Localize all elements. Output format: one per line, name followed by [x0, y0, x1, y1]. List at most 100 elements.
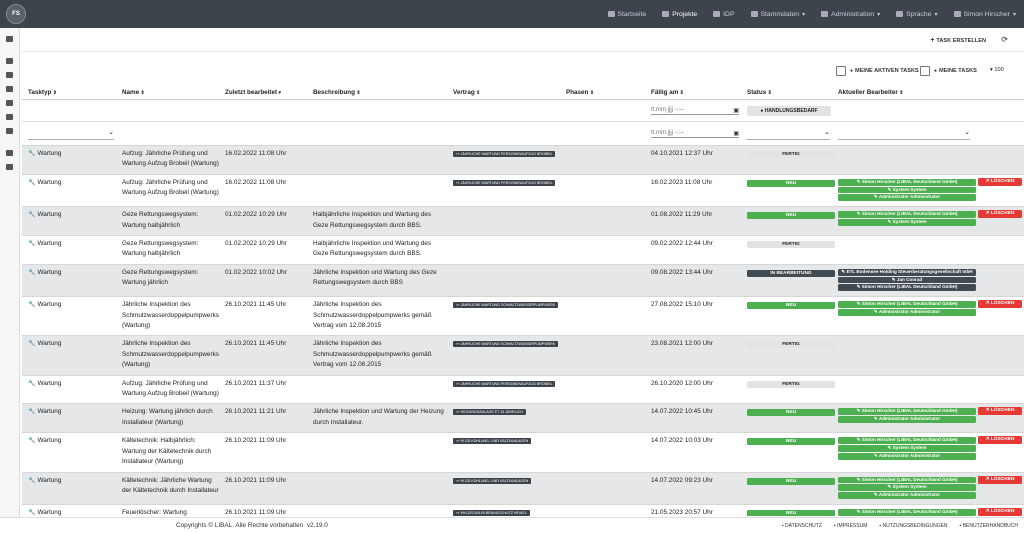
sidebar-icon[interactable] [6, 164, 13, 170]
due-from-input[interactable]: tt.mm.jjjj --:-- [651, 107, 739, 115]
editor-badge[interactable]: Simon Hirscher (LIBAL Deutschland GmbH) [838, 284, 976, 292]
delete-button[interactable]: LÖSCHEN [978, 436, 1022, 445]
footer-link[interactable]: BENUTZERHANDBUCH [960, 523, 1018, 529]
delete-button[interactable]: LÖSCHEN [978, 507, 1022, 516]
footer-link[interactable]: IMPRESSUM [834, 523, 867, 529]
page-size-select[interactable]: 100 [990, 67, 1003, 73]
editor-badge[interactable]: Administrator Administrator [838, 492, 976, 499]
nav-item[interactable]: Startseite [608, 11, 647, 18]
editor-badge[interactable]: Simon Hirscher (LIBAL Deutschland GmbH) [838, 476, 976, 484]
sidebar-icon[interactable] [6, 36, 13, 42]
delete-button[interactable]: LÖSCHEN [978, 475, 1022, 484]
task-type: Wartung [28, 268, 122, 292]
logo[interactable]: FS [6, 4, 26, 24]
editor-badge[interactable]: System System [838, 484, 976, 492]
phases [566, 268, 651, 292]
delete-button[interactable]: LÖSCHEN [978, 210, 1022, 219]
delete-button[interactable]: LÖSCHEN [978, 177, 1022, 186]
due-to-input[interactable]: tt.mm.jjjj --:-- [651, 130, 739, 138]
column-header[interactable]: Vertrag [453, 89, 566, 96]
footer-link[interactable]: NUTZUNGSBEDINGUNGEN [879, 523, 948, 529]
nav-item[interactable]: Sprache [896, 11, 937, 18]
sidebar-icon[interactable] [6, 72, 13, 78]
column-header[interactable]: Aktueller Bearbeiter [838, 89, 978, 96]
column-header[interactable]: Fällig am [651, 89, 747, 96]
editor-badge[interactable]: Simon Hirscher (LIBAL Deutschland GmbH) [838, 211, 976, 218]
sidebar-icon[interactable] [6, 100, 13, 106]
sidebar-icon[interactable] [6, 58, 13, 64]
delete-button[interactable]: LÖSCHEN [978, 407, 1022, 416]
editor-badge[interactable]: Jan Conrad [838, 276, 976, 284]
editor-badge[interactable]: Simon Hirscher (LIBAL Deutschland GmbH) [838, 508, 976, 516]
column-header[interactable]: Tasktyp [28, 89, 122, 96]
contract-badge[interactable]: HEIZUNGSANLAGE ET 15 JÄHRLICH [453, 409, 526, 416]
column-header[interactable]: Beschreibung [313, 89, 453, 96]
contract-badge[interactable]: JÄHRLICHE WARTUNG PERSONENAUFZUG BROBEIL [453, 151, 556, 157]
delete-cell: LÖSCHEN [978, 475, 1024, 500]
nav-item[interactable]: IDP [713, 11, 734, 18]
contract-badge[interactable]: WH-DS150109 BRANDSCHUTZ HEINZL [453, 509, 530, 516]
editor-badge[interactable]: Administrator Administrator [838, 194, 976, 202]
nav-item[interactable]: Projekte [662, 11, 697, 18]
editor-badge[interactable]: Simon Hirscher (LIBAL Deutschland GmbH) [838, 437, 976, 445]
editor-badge[interactable]: Simon Hirscher (LIBAL Deutschland GmbH) [838, 408, 976, 416]
type-select[interactable] [28, 128, 114, 140]
contract-badge[interactable]: JÄHRLICHE WARTUNG SCHMUTZWASSERPUMPWERK [453, 302, 559, 309]
create-task-button[interactable]: TASK ERSTELLEN [930, 37, 986, 44]
contract-cell: HI-SD KÜHLUNG- UND KÄLTEANLAGEN [453, 436, 566, 467]
editor-badge[interactable]: Simon Hirscher (LIBAL Deutschland GmbH) [838, 178, 976, 186]
nav-item[interactable]: Administration [821, 11, 880, 18]
contract-badge[interactable]: JÄHRLICHE WARTUNG PERSONENAUFZUG BROBEIL [453, 380, 556, 387]
column-header[interactable]: Name [122, 89, 225, 96]
editors-cell [838, 379, 978, 400]
my-tasks-checkbox[interactable]: MEINE TASKS [920, 66, 977, 76]
description-cell: Jährliche Inspektion und Wartung der Hei… [313, 407, 453, 428]
due-date: 14.07.2022 09:23 Uhr [651, 476, 713, 484]
delete-cell: LÖSCHEN [978, 300, 1024, 331]
delete-button[interactable]: LÖSCHEN [978, 300, 1022, 309]
sidebar-icon[interactable] [6, 128, 13, 134]
my-active-tasks-checkbox[interactable]: MEINE AKTIVEN TASKS [836, 66, 919, 76]
editor-badge[interactable]: System System [838, 186, 976, 194]
sidebar-icon[interactable] [6, 114, 13, 120]
editor-badge[interactable]: ETL Bodensee Holding Steuerberatungsgese… [838, 268, 976, 276]
column-header[interactable]: Phasen [566, 89, 651, 96]
contract-badge[interactable]: HI-SD KÜHLUNG- UND KÄLTEANLAGEN [453, 438, 532, 445]
description-cell [313, 379, 453, 400]
phases [566, 149, 651, 170]
refresh-button[interactable]: ⟳ [1001, 35, 1008, 44]
delete-cell [978, 149, 1024, 170]
contract-badge[interactable]: JÄHRLICHE WARTUNG PERSONENAUFZUG BROBEIL [453, 179, 556, 186]
column-header[interactable]: Status [747, 89, 838, 96]
editor-badge[interactable]: Administrator Administrator [838, 309, 976, 316]
status-select[interactable] [747, 128, 830, 140]
editor-select[interactable] [838, 128, 970, 140]
nav-item[interactable]: Stammdaten [751, 11, 806, 18]
editor-badge[interactable]: Administrator Administrator [838, 452, 976, 460]
nav-item[interactable]: Simon Hirscher [954, 11, 1016, 18]
footer-link[interactable]: DATENSCHUTZ [782, 523, 822, 529]
sidebar-icon[interactable] [6, 86, 13, 92]
editor-badge[interactable]: Administrator Administrator [838, 416, 976, 424]
column-header[interactable]: Zuletzt bearbeitet [225, 89, 313, 96]
status-filter[interactable]: HANDLUNGSBEDARF [747, 105, 831, 116]
sidebar-icon[interactable] [6, 150, 13, 156]
editor-badge[interactable]: System System [838, 219, 976, 226]
contract-badge[interactable]: JÄHRLICHE WARTUNG SCHMUTZWASSERPUMPWERK [453, 341, 559, 348]
editor-badge[interactable]: System System [838, 445, 976, 452]
contract-badge[interactable]: HI-SD KÜHLUNG- UND KÄLTEANLAGEN [453, 477, 532, 484]
editor-badge[interactable]: Simon Hirscher (LIBAL Deutschland GmbH) [838, 301, 976, 309]
